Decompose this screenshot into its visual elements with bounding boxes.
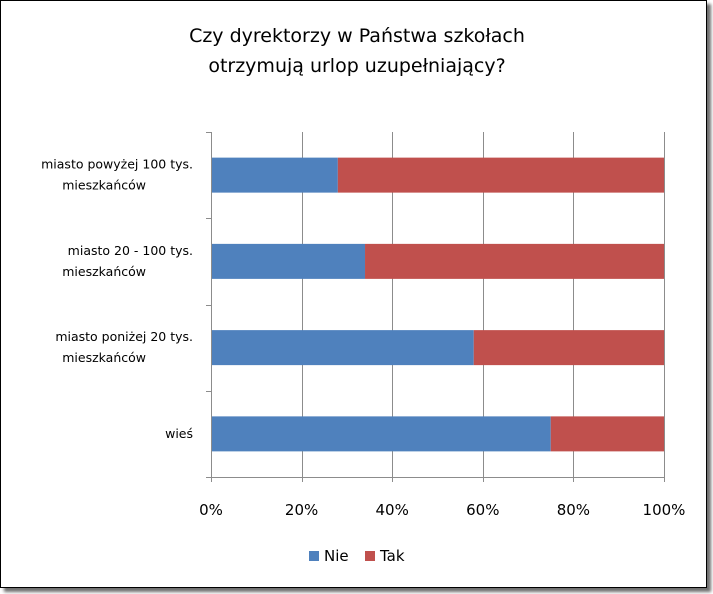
x-tick-label: 60%: [466, 501, 499, 519]
legend-swatch-nie: [309, 551, 319, 561]
bar-tak: [337, 157, 664, 193]
y-category-label: miasto 20 - 100 tys.: [68, 243, 193, 258]
x-tick-label: 20%: [285, 501, 318, 519]
x-tick-label: 100%: [643, 501, 686, 519]
legend-label-tak: Tak: [379, 547, 405, 565]
y-category-label: mieszkańców: [62, 350, 146, 365]
y-category-label: mieszkańców: [62, 264, 146, 279]
chart-title: Czy dyrektorzy w Państwa szkołach otrzym…: [189, 25, 525, 77]
bar-tak: [365, 243, 664, 279]
chart-title-line-1: Czy dyrektorzy w Państwa szkołach: [189, 25, 525, 47]
y-category-label: mieszkańców: [62, 178, 146, 193]
bar-nie: [211, 157, 338, 193]
x-tick-label: 80%: [557, 501, 590, 519]
axes: [206, 132, 665, 482]
legend: Nie Tak: [309, 547, 405, 565]
legend-label-nie: Nie: [324, 547, 349, 565]
y-category-label: miasto poniżej 20 tys.: [55, 329, 193, 344]
bar-nie: [211, 243, 366, 279]
bar-nie: [211, 416, 551, 452]
bar-nie: [211, 330, 474, 366]
y-category-label: miasto powyżej 100 tys.: [41, 157, 193, 172]
y-category-label: wieś: [165, 426, 193, 441]
axis-labels: 0% 20% 40% 60% 80% 100% miasto powyżej 100 tys…: [41, 157, 685, 519]
x-tick-label: 40%: [376, 501, 409, 519]
x-tick-label: 0%: [199, 501, 223, 519]
legend-swatch-tak: [365, 551, 375, 561]
bar-tak: [550, 416, 664, 452]
bars: [211, 157, 664, 452]
bar-tak: [473, 330, 664, 366]
chart-title-line-2: otrzymują urlop uzupełniający?: [208, 55, 505, 77]
